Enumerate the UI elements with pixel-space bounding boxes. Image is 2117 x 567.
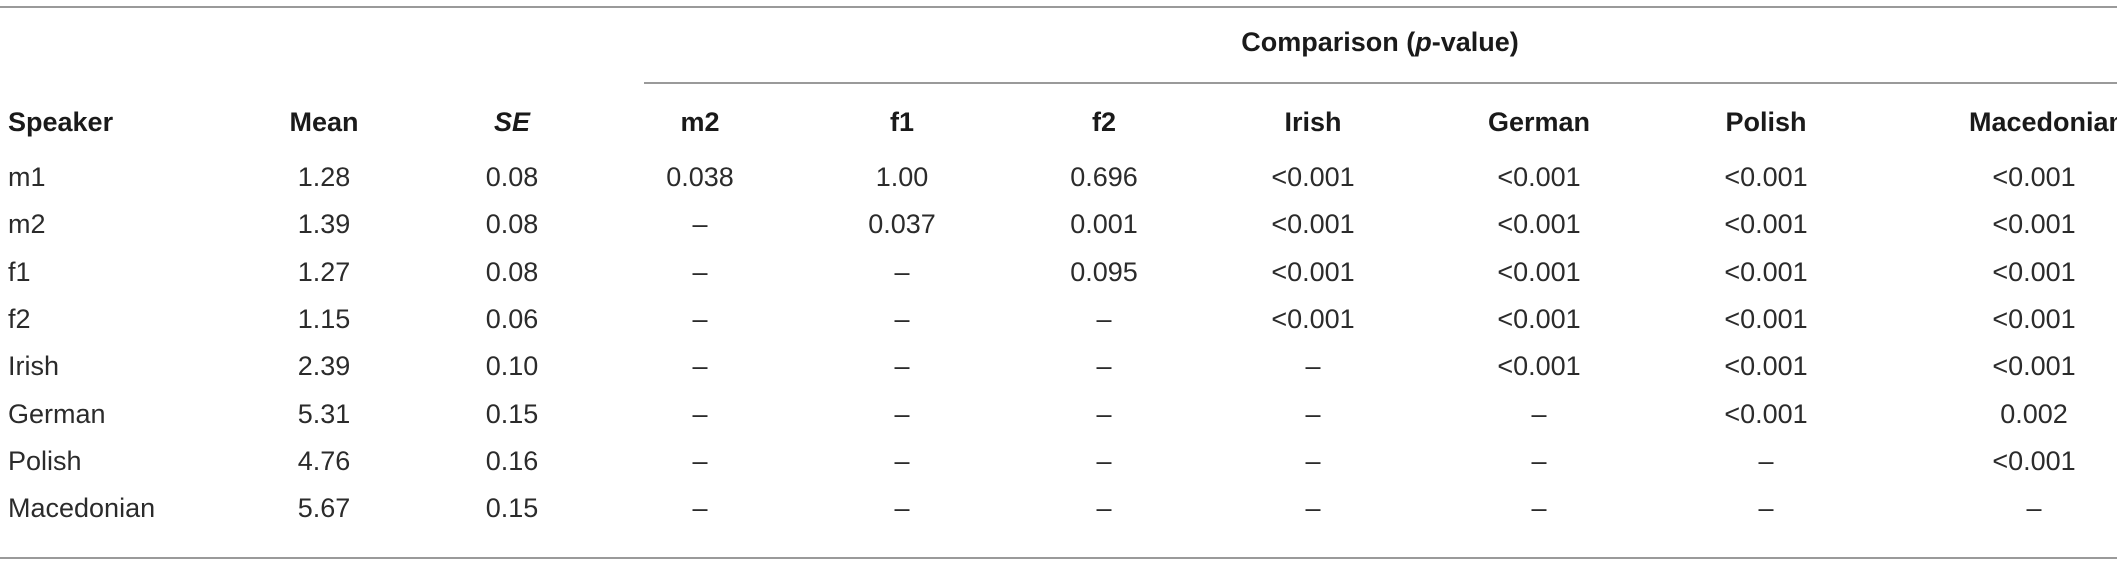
column-header-m2: m2 [680, 107, 720, 137]
table-cell: 2.39 [297, 351, 351, 382]
row-label: Macedonian [8, 493, 156, 524]
table-cell: 0.038 [666, 162, 734, 192]
table-cell: 0.16 [485, 445, 539, 476]
table-cell: <0.001 [1497, 351, 1581, 382]
table-cell: <0.001 [1497, 209, 1581, 240]
table-cell: – [894, 493, 910, 524]
span-header-italic: p [1415, 27, 1432, 57]
table-cell: <0.001 [1724, 351, 1808, 382]
column-header-polish: Polish [1725, 107, 1807, 137]
table-cell: – [894, 398, 910, 429]
table-cell: – [692, 493, 708, 524]
column-header-speaker: Speaker [8, 107, 114, 137]
table-cell: – [1305, 445, 1321, 476]
table-cell: – [692, 209, 708, 240]
row-label: Polish [8, 445, 82, 476]
table-cell: – [1305, 351, 1321, 382]
table-cell: <0.001 [1992, 445, 2076, 476]
table-cell: <0.001 [1724, 256, 1808, 287]
table-cell: – [692, 445, 708, 476]
table-cell: 0.08 [485, 209, 539, 240]
table-cell: – [1758, 445, 1774, 476]
table-cell: 0.08 [485, 162, 539, 192]
table-cell: <0.001 [1271, 303, 1355, 334]
column-header-mean: Mean [289, 107, 359, 137]
table-cell: – [1305, 398, 1321, 429]
column-header-macedonian: Macedonian [1968, 107, 2117, 137]
table-cell: – [692, 303, 708, 334]
table-bottom-rule [0, 557, 2117, 559]
table-cell: – [894, 445, 910, 476]
table-cell: – [1096, 351, 1112, 382]
table-cell: – [692, 351, 708, 382]
table-cell: – [1096, 493, 1112, 524]
table-cell: 0.15 [485, 493, 539, 524]
table-cell: 5.31 [297, 398, 351, 429]
column-header-irish: Irish [1284, 107, 1342, 137]
column-header-f2: f2 [1091, 107, 1117, 137]
table-cell: <0.001 [1724, 303, 1808, 334]
table-cell: <0.001 [1497, 303, 1581, 334]
table-cell: 0.696 [1070, 162, 1138, 192]
table-cell: 0.10 [485, 351, 539, 382]
table-cell: 0.037 [868, 209, 936, 240]
table-cell: <0.001 [1724, 162, 1808, 192]
row-label: f1 [8, 256, 31, 287]
comparison-span-header: Comparison (p-value) [1230, 25, 1530, 59]
table-cell: – [1096, 398, 1112, 429]
table-cell: <0.001 [1992, 303, 2076, 334]
table-cell: 0.08 [485, 256, 539, 287]
table-cell: – [692, 256, 708, 287]
row-label: m1 [8, 162, 46, 192]
table-cell: <0.001 [1271, 209, 1355, 240]
table-cell: 1.15 [297, 303, 351, 334]
row-label: f2 [8, 303, 31, 334]
table-cell: 0.002 [2000, 398, 2068, 429]
table-cell: 0.06 [485, 303, 539, 334]
table-cell: 1.39 [297, 209, 351, 240]
table-cell: – [692, 398, 708, 429]
table-cell: 1.00 [875, 162, 929, 192]
table-cell: <0.001 [1497, 162, 1581, 192]
table-cell: <0.001 [1724, 398, 1808, 429]
row-label: Irish [8, 351, 60, 382]
row-label: German [8, 398, 106, 429]
table-cell: 5.67 [297, 493, 351, 524]
column-header-german: German [1487, 107, 1591, 137]
table-cell: – [1531, 445, 1547, 476]
table-cell: <0.001 [1271, 256, 1355, 287]
table-top-rule [0, 6, 2117, 8]
table-cell: – [1758, 493, 1774, 524]
table-cell: 0.15 [485, 398, 539, 429]
table-cell: – [894, 256, 910, 287]
table-cell: – [1531, 398, 1547, 429]
table-cell: – [1305, 493, 1321, 524]
column-header-se: SE [493, 107, 531, 137]
table-cell: – [1096, 445, 1112, 476]
table-cell: <0.001 [1992, 256, 2076, 287]
table-cell: – [894, 303, 910, 334]
table-cell: <0.001 [1497, 256, 1581, 287]
table-cell: – [894, 351, 910, 382]
column-header-f1: f1 [889, 107, 915, 137]
row-label: m2 [8, 209, 46, 240]
table-cell: 4.76 [297, 445, 351, 476]
table-cell: – [1531, 493, 1547, 524]
table-cell: – [1096, 303, 1112, 334]
span-header-prefix: Comparison ( [1241, 27, 1416, 57]
comparison-span-rule [644, 82, 2117, 84]
table-cell: <0.001 [1992, 209, 2076, 240]
table-cell: <0.001 [1992, 162, 2076, 192]
table-cell: 0.095 [1070, 256, 1138, 287]
table-cell: 0.001 [1070, 209, 1138, 240]
table-cell: – [2026, 493, 2042, 524]
table-cell: 1.28 [297, 162, 351, 192]
table-cell: 1.27 [297, 256, 351, 287]
span-header-suffix: -value) [1431, 27, 1519, 57]
table-cell: <0.001 [1724, 209, 1808, 240]
table-cell: <0.001 [1992, 351, 2076, 382]
table-cell: <0.001 [1271, 162, 1355, 192]
